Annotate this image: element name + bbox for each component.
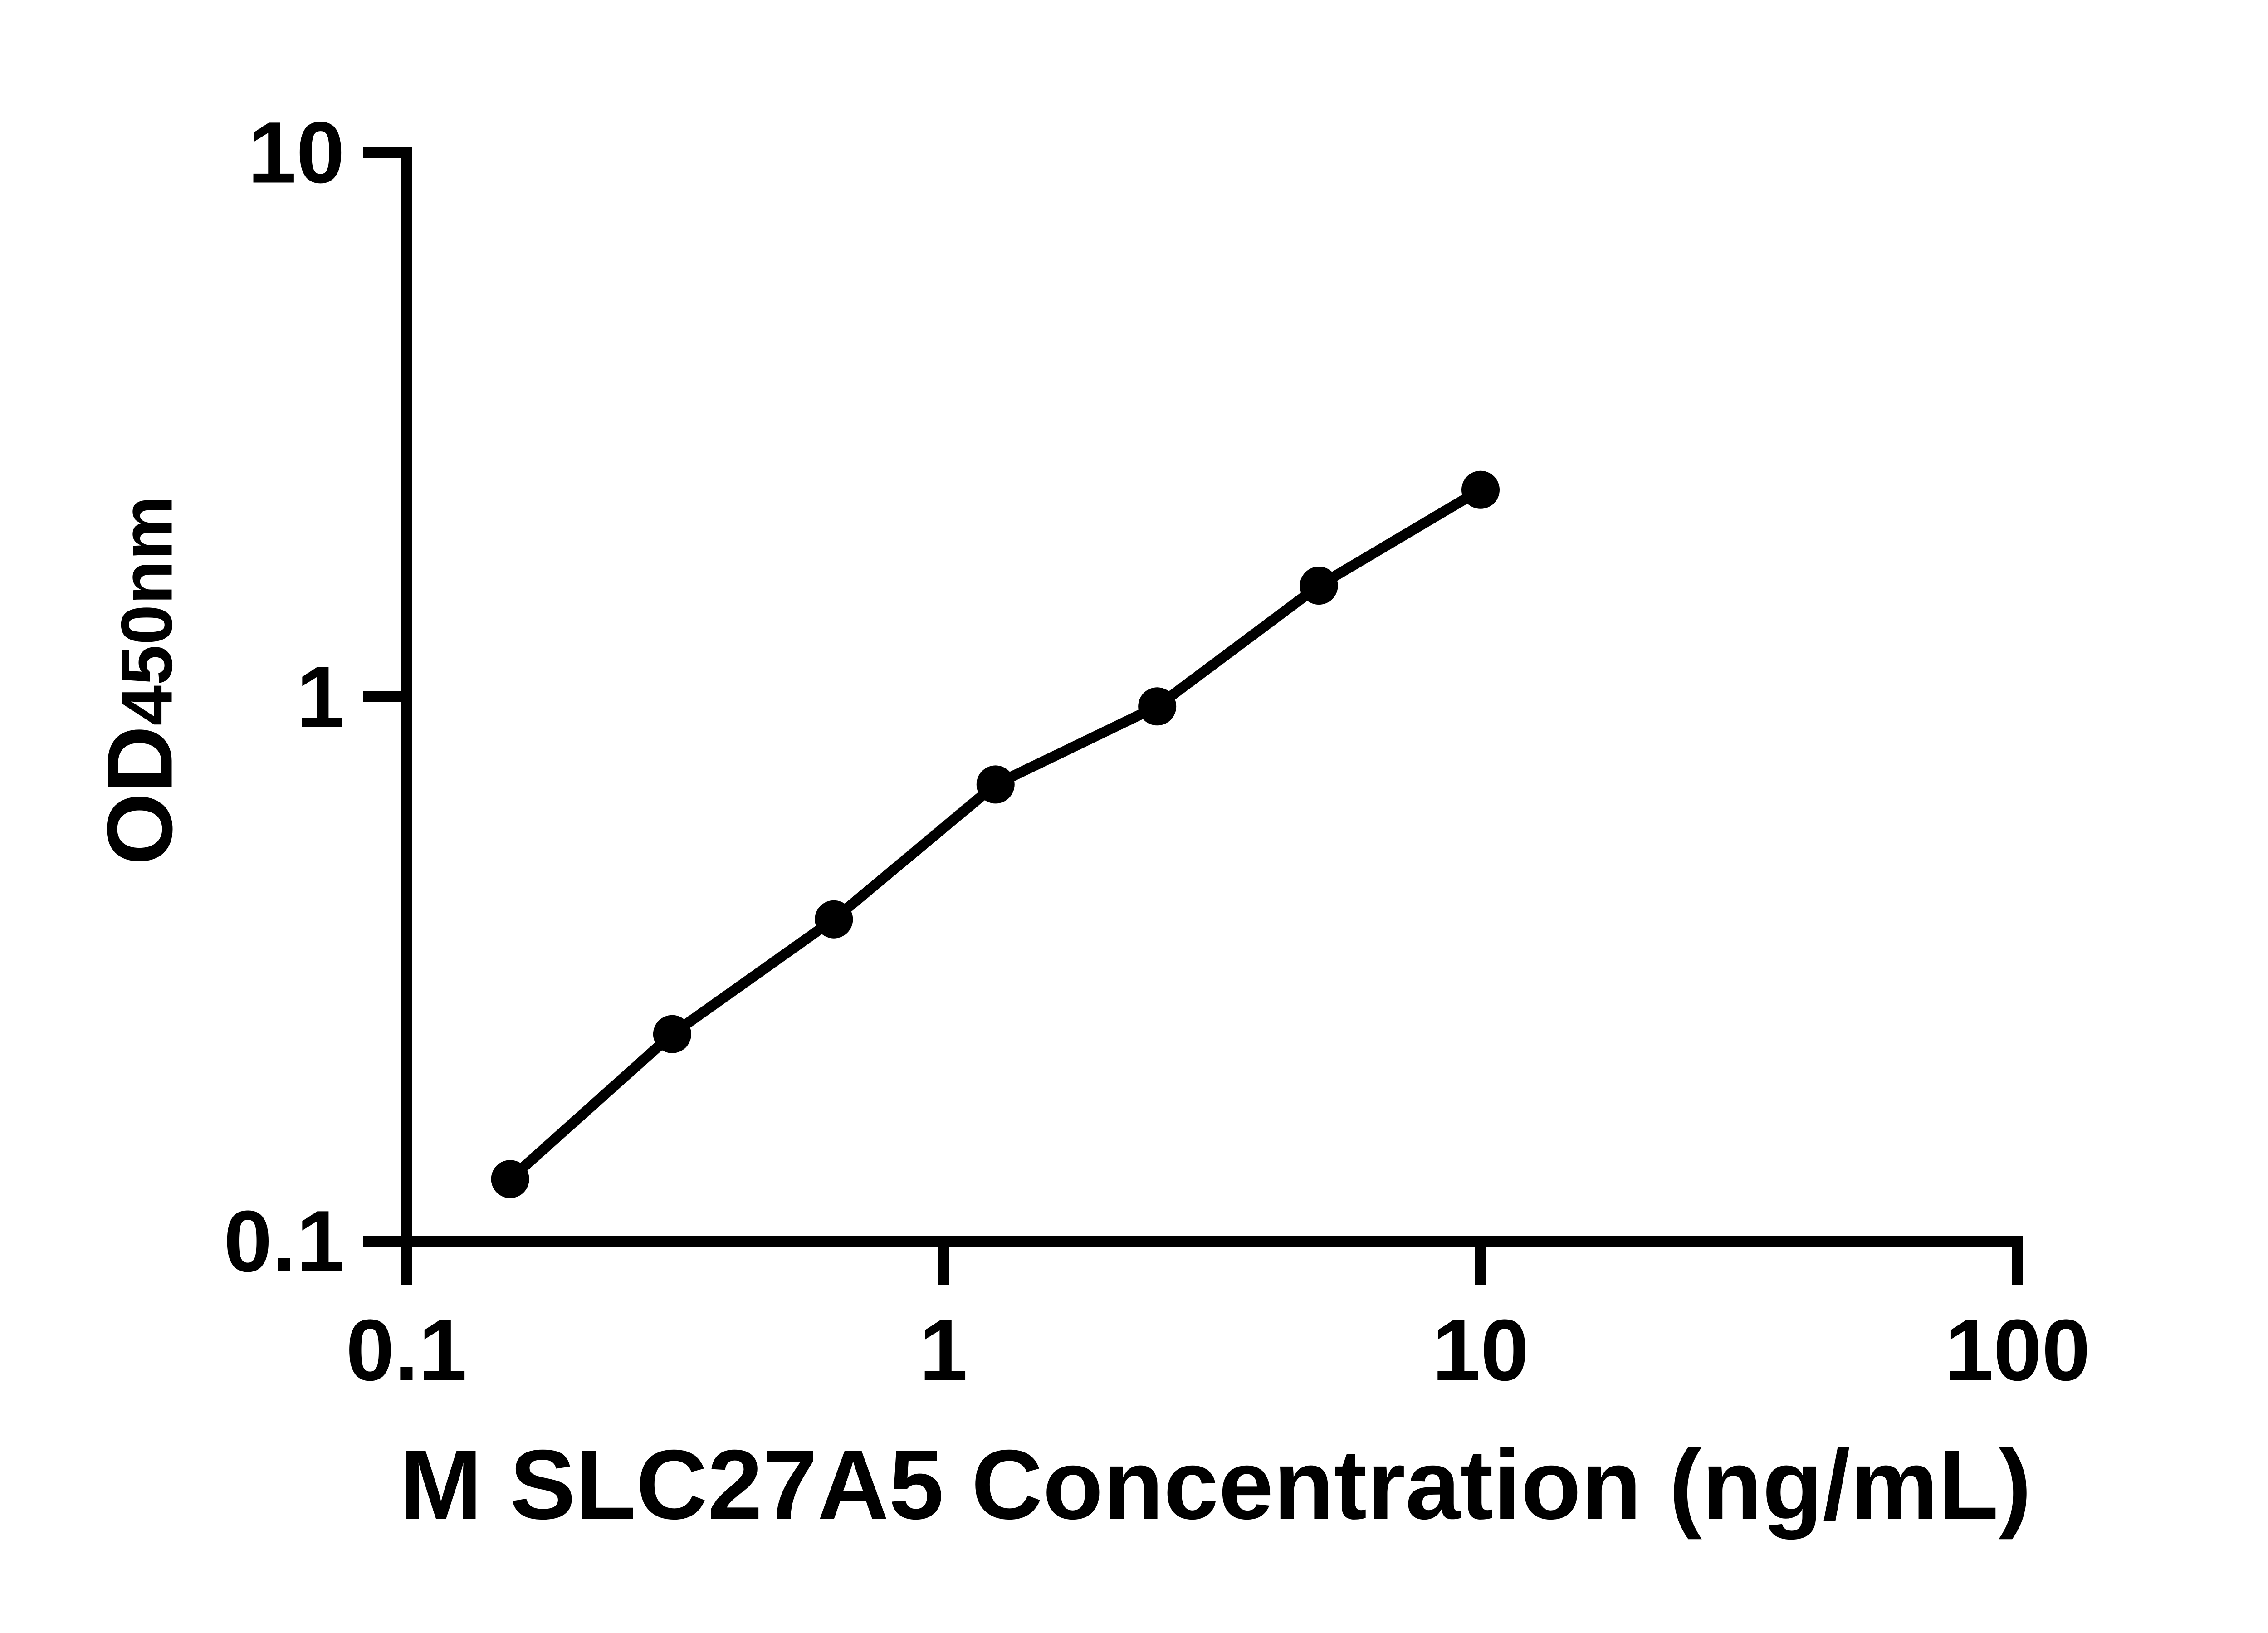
- x-tick-label-10: 10: [1432, 1301, 1529, 1399]
- data-point-7: [1461, 470, 1500, 509]
- y-tick-label-0.1: 0.1: [224, 1193, 345, 1290]
- y-axis-title-main: OD: [88, 725, 192, 865]
- data-point-1: [491, 1160, 529, 1198]
- data-point-3: [815, 900, 853, 939]
- x-axis-title: M SLC27A5 Concentration (ng/mL): [400, 1430, 2032, 1540]
- x-tick-label-1: 1: [919, 1301, 968, 1399]
- data-point-2: [653, 1015, 691, 1053]
- data-point-4: [976, 765, 1015, 804]
- x-tick-label-0.1: 0.1: [346, 1301, 467, 1399]
- data-point-5: [1138, 687, 1177, 726]
- x-tick-label-100: 100: [1945, 1301, 2090, 1399]
- y-axis-title-subscript: 450nm: [106, 495, 187, 726]
- y-axis-title: OD450nm: [88, 495, 192, 865]
- y-tick-label-10: 10: [248, 104, 345, 201]
- y-tick-label-1: 1: [296, 648, 345, 746]
- data-point-6: [1300, 567, 1338, 605]
